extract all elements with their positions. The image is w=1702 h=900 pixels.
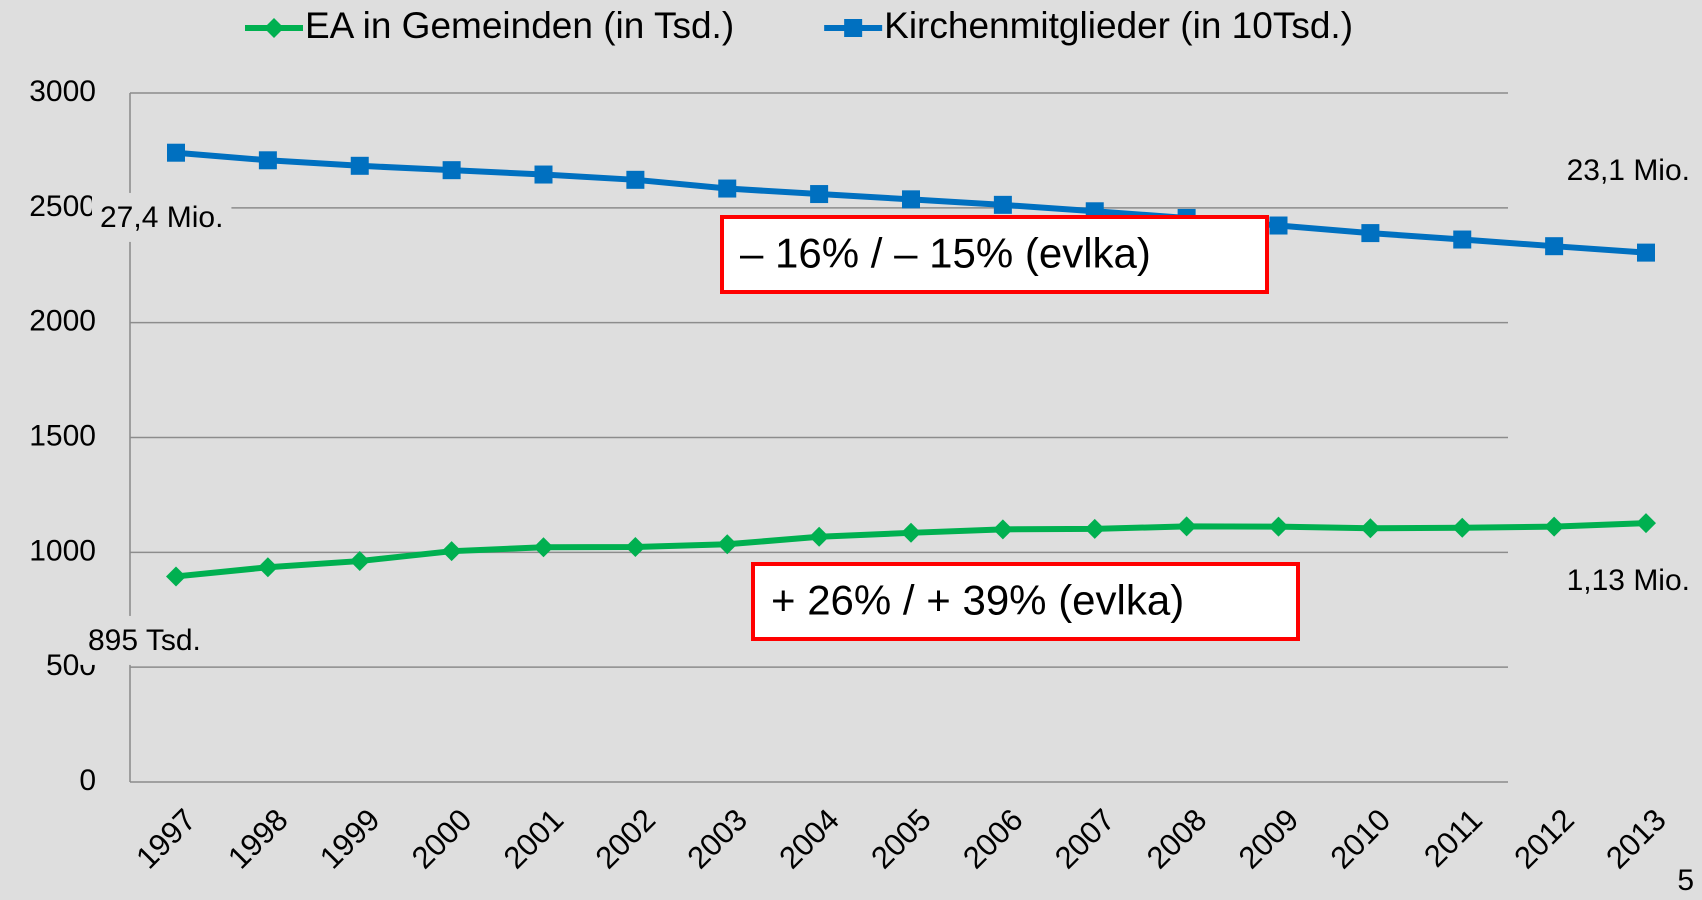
marker [1361, 224, 1380, 243]
y-tick-label: 1000 [29, 534, 96, 567]
y-tick-label: 1500 [29, 419, 96, 452]
marker [718, 179, 737, 198]
marker [810, 185, 829, 204]
annotation: 27,4 Mio. [100, 201, 223, 234]
marker [717, 534, 738, 555]
marker [1176, 516, 1197, 537]
marker [257, 557, 278, 578]
marker [992, 519, 1013, 540]
page-number: 5 [1677, 864, 1694, 897]
callout-box [720, 215, 1269, 294]
legend-label: Kirchenmitglieder (in 10Tsd.) [884, 5, 1353, 46]
callout-box [751, 562, 1300, 641]
y-tick-label: 0 [79, 764, 96, 797]
marker [993, 195, 1012, 214]
marker [533, 537, 554, 558]
annotation: 895 Tsd. [88, 624, 201, 657]
y-tick-label: 3000 [29, 75, 96, 108]
marker [258, 151, 277, 170]
marker [1360, 518, 1381, 539]
marker [809, 526, 830, 547]
annotation-bg [92, 192, 232, 242]
marker [167, 143, 185, 162]
y-tick-label: 2000 [29, 305, 96, 338]
legend-marker [844, 19, 863, 37]
marker [534, 165, 553, 184]
annotation: 1,13 Mio. [1567, 564, 1690, 597]
legend-marker [264, 18, 284, 38]
legend-label: EA in Gemeinden (in Tsd.) [305, 5, 734, 46]
marker [1268, 516, 1289, 537]
marker [1452, 517, 1473, 538]
annotation-bg [1558, 145, 1698, 195]
marker [1545, 237, 1564, 256]
marker [349, 551, 370, 572]
annotation: 23,1 Mio. [1567, 154, 1690, 187]
marker [166, 566, 186, 587]
marker [1453, 230, 1472, 249]
annotation-bg [1558, 555, 1698, 605]
marker [625, 537, 646, 558]
marker [442, 161, 461, 180]
marker [1544, 516, 1565, 537]
marker [350, 156, 369, 175]
marker [902, 190, 920, 209]
y-tick-label: 2500 [29, 190, 96, 223]
marker [901, 522, 921, 543]
callout-text: + 26% / + 39% (evlka) [771, 577, 1184, 624]
marker [1084, 518, 1105, 539]
marker [1636, 513, 1656, 534]
callout-text: – 16% / – 15% (evlka) [740, 230, 1151, 277]
marker [626, 170, 645, 189]
marker [441, 541, 462, 562]
marker [1637, 243, 1655, 262]
marker [1269, 216, 1288, 235]
annotation-bg [80, 615, 209, 665]
